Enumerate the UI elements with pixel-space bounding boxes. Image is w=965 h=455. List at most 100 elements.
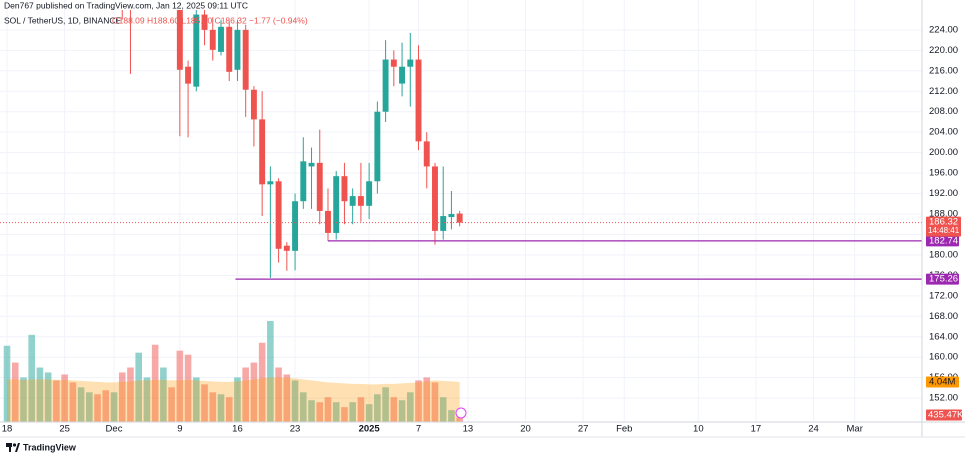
x-tick-label: 7 [416, 424, 421, 435]
volume-bar [20, 377, 27, 422]
volume-bar [283, 374, 291, 422]
volume-bar [390, 397, 398, 422]
volume-bar [234, 377, 241, 422]
x-tick-label: 17 [751, 424, 762, 435]
candle-body [349, 196, 356, 206]
volume-bar [118, 372, 126, 422]
countdown-label: 14:48:41 [928, 226, 960, 235]
x-tick-label: Dec [106, 424, 123, 435]
candle-body [374, 111, 381, 182]
volume-bar [308, 400, 315, 422]
tradingview-logo [6, 443, 20, 452]
level-label-box [926, 273, 959, 285]
volume-bar [258, 342, 266, 422]
volume-bar [94, 394, 101, 422]
volume-bar [127, 367, 134, 422]
x-tick-label: Mar [847, 424, 863, 435]
candle-body [250, 89, 257, 120]
level-label: 175.26 [929, 274, 958, 285]
volume-bar [225, 397, 233, 422]
x-tick-label: 20 [520, 424, 531, 435]
y-tick-label: 196.00 [929, 168, 958, 179]
volume-bar [448, 410, 455, 422]
volume-bar [398, 400, 406, 422]
x-tick-label: 27 [578, 424, 589, 435]
x-tick-label: 16 [232, 424, 243, 435]
candle-body [275, 181, 282, 249]
candle-body [399, 66, 406, 84]
y-tick-label: 180.00 [929, 249, 958, 260]
y-tick-label: 164.00 [929, 331, 958, 342]
candle-body [390, 59, 397, 67]
volume-bar [300, 392, 307, 422]
volume-bar [423, 377, 431, 422]
volume-bar [209, 392, 217, 422]
candle-body [407, 59, 414, 67]
last-price-label: 186.32 [929, 217, 958, 228]
level-label-box [926, 235, 959, 247]
candle-body [176, 10, 183, 70]
y-tick-label: 152.00 [929, 393, 958, 404]
volume-bar [184, 354, 192, 422]
volume-bar [11, 362, 19, 422]
y-tick-label: 216.00 [929, 65, 958, 76]
publisher-line: Den767 published on TradingView.com, Jan… [4, 0, 248, 10]
volume-bar [316, 402, 324, 422]
last-price-box [926, 216, 961, 237]
y-tick-label: 220.00 [929, 45, 958, 56]
volume-bar [69, 382, 77, 422]
x-tick-label: 25 [59, 424, 70, 435]
candle-body [185, 66, 192, 84]
volume-bar [201, 384, 208, 422]
y-tick-label: 188.00 [929, 209, 958, 220]
volume-bar [44, 372, 52, 422]
candle-body [456, 213, 463, 223]
volume-bar [275, 367, 282, 422]
volume-bar [357, 397, 365, 422]
volume-bar [217, 394, 225, 422]
candle-body [316, 162, 323, 211]
candle-body [357, 196, 364, 206]
candle-body [423, 141, 430, 167]
candle-body [242, 29, 249, 90]
volume-bar [36, 367, 44, 422]
candle-body [308, 162, 315, 167]
volume-bar [349, 402, 356, 422]
candle-body [325, 210, 331, 233]
volume-bar [406, 392, 414, 422]
candle-body [201, 14, 208, 30]
candle-body [292, 201, 299, 251]
candle-body [382, 59, 389, 112]
candle-body [218, 26, 224, 52]
x-tick-label: 13 [463, 424, 474, 435]
volume-bar [28, 334, 35, 422]
volume-bar [324, 397, 332, 422]
x-tick-label: 23 [290, 424, 301, 435]
volume-bar [86, 392, 93, 422]
volume-bar [382, 387, 389, 422]
y-tick-label: 212.00 [929, 86, 958, 97]
volume-bar [135, 352, 142, 422]
volume-bar [53, 380, 60, 422]
volume-bar [332, 402, 340, 422]
volume-bar [151, 344, 159, 422]
x-tick-label: 18 [2, 424, 13, 435]
candle-body [193, 14, 200, 87]
candle-body [300, 161, 307, 202]
candle-body [341, 176, 348, 202]
volume-bar [168, 387, 175, 422]
volume-bar [439, 397, 447, 422]
volume-bar [160, 367, 167, 422]
x-tick-label: 2025 [359, 424, 381, 435]
volume-bar [374, 394, 381, 422]
y-tick-label: 224.00 [929, 24, 958, 35]
volume-last-box [926, 409, 962, 421]
candle-body [283, 245, 290, 251]
volume-bar [456, 417, 463, 422]
candle-body [440, 216, 447, 231]
candle-body [415, 59, 422, 142]
candle-body [333, 176, 340, 233]
candle-body [448, 214, 455, 218]
